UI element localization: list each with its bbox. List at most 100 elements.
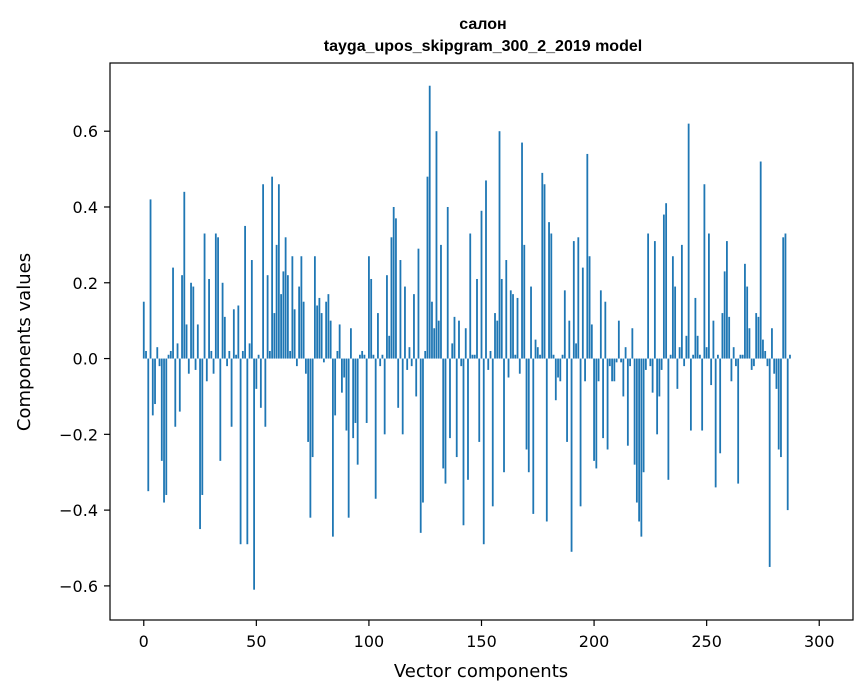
bar-2 xyxy=(147,358,150,492)
bar-50 xyxy=(255,358,258,389)
bar-59 xyxy=(275,244,278,359)
bar-231 xyxy=(662,214,665,359)
bar-119 xyxy=(410,358,413,367)
bar-11 xyxy=(167,354,170,359)
bar-174 xyxy=(534,339,537,359)
bar-130 xyxy=(435,131,438,359)
y-axis-label: Components values xyxy=(14,253,35,431)
bar-15 xyxy=(176,343,179,359)
bar-175 xyxy=(536,347,539,359)
bar-60 xyxy=(277,184,280,359)
bar-204 xyxy=(602,358,604,439)
bar-84 xyxy=(332,358,334,537)
bar-106 xyxy=(381,354,384,359)
bar-91 xyxy=(347,358,350,518)
chart-title-line2: tayga_upos_skipgram_300_2_2019 model xyxy=(324,38,642,55)
bar-235 xyxy=(671,256,674,359)
bar-9 xyxy=(163,358,165,503)
bar-42 xyxy=(237,305,240,359)
bar-135 xyxy=(446,206,449,359)
bar-205 xyxy=(604,301,607,359)
bar-71 xyxy=(302,301,305,359)
bar-114 xyxy=(399,260,402,359)
bar-129 xyxy=(433,328,436,359)
bar-10 xyxy=(165,358,168,495)
bar-193 xyxy=(577,237,580,359)
bar-209 xyxy=(613,358,616,382)
bar-242 xyxy=(687,123,690,359)
bar-38 xyxy=(228,350,231,359)
bar-28 xyxy=(205,358,208,382)
bar-256 xyxy=(719,358,722,454)
x-tick-label-150: 150 xyxy=(466,632,497,651)
bar-198 xyxy=(588,256,591,359)
x-tick-label-250: 250 xyxy=(691,632,722,651)
bar-187 xyxy=(563,290,566,359)
bar-162 xyxy=(507,358,510,378)
bar-255 xyxy=(717,354,719,359)
bar-188 xyxy=(566,358,568,442)
bar-107 xyxy=(383,358,386,435)
bar-245 xyxy=(694,297,697,359)
bar-180 xyxy=(548,222,550,359)
bar-36 xyxy=(223,316,226,359)
bar-208 xyxy=(611,358,613,382)
bar-223 xyxy=(644,358,647,370)
bar-85 xyxy=(334,358,337,416)
bar-30 xyxy=(210,350,213,359)
bar-88 xyxy=(341,358,343,393)
bar-126 xyxy=(426,176,429,359)
bar-225 xyxy=(649,358,652,367)
bar-35 xyxy=(221,282,224,359)
bar-283 xyxy=(780,358,782,458)
bar-158 xyxy=(498,131,501,359)
bar-237 xyxy=(676,358,679,389)
bar-178 xyxy=(543,184,546,359)
bar-32 xyxy=(214,233,217,359)
bar-133 xyxy=(442,358,445,469)
bar-120 xyxy=(413,294,415,359)
bar-213 xyxy=(622,358,625,397)
bar-163 xyxy=(509,290,512,359)
bar-215 xyxy=(626,358,629,446)
bar-22 xyxy=(192,286,195,359)
bar-27 xyxy=(203,233,206,359)
bar-12 xyxy=(169,350,172,359)
bar-243 xyxy=(689,358,692,431)
bar-244 xyxy=(692,354,695,359)
x-tick-label-50: 50 xyxy=(246,632,266,651)
bar-179 xyxy=(545,358,548,522)
bar-230 xyxy=(660,358,663,370)
bar-122 xyxy=(417,248,420,359)
bar-134 xyxy=(444,358,447,484)
bar-23 xyxy=(194,358,197,370)
y-tick-label-1: −0.4 xyxy=(59,501,98,520)
bar-268 xyxy=(746,286,749,359)
bar-219 xyxy=(635,358,638,503)
bar-73 xyxy=(307,358,310,442)
bar-251 xyxy=(708,233,710,359)
bar-101 xyxy=(370,278,373,359)
bar-100 xyxy=(368,256,370,359)
bar-3 xyxy=(149,199,152,359)
bar-108 xyxy=(386,275,388,359)
bar-125 xyxy=(424,350,427,359)
bar-69 xyxy=(298,286,301,359)
bar-233 xyxy=(667,358,670,480)
y-tick-label-2: −0.2 xyxy=(59,425,98,444)
bar-164 xyxy=(512,294,514,359)
chart-title-line1: салон xyxy=(459,16,506,33)
bar-280 xyxy=(773,358,776,374)
bar-144 xyxy=(467,358,469,480)
bar-171 xyxy=(527,358,530,473)
bar-67 xyxy=(293,309,296,359)
bar-121 xyxy=(415,358,418,397)
bar-41 xyxy=(235,354,237,359)
bar-90 xyxy=(345,358,348,431)
bar-146 xyxy=(471,354,474,359)
bar-170 xyxy=(525,358,528,450)
bar-82 xyxy=(327,294,330,359)
bar-228 xyxy=(656,358,659,435)
bar-7 xyxy=(158,358,161,367)
bar-68 xyxy=(295,358,298,367)
